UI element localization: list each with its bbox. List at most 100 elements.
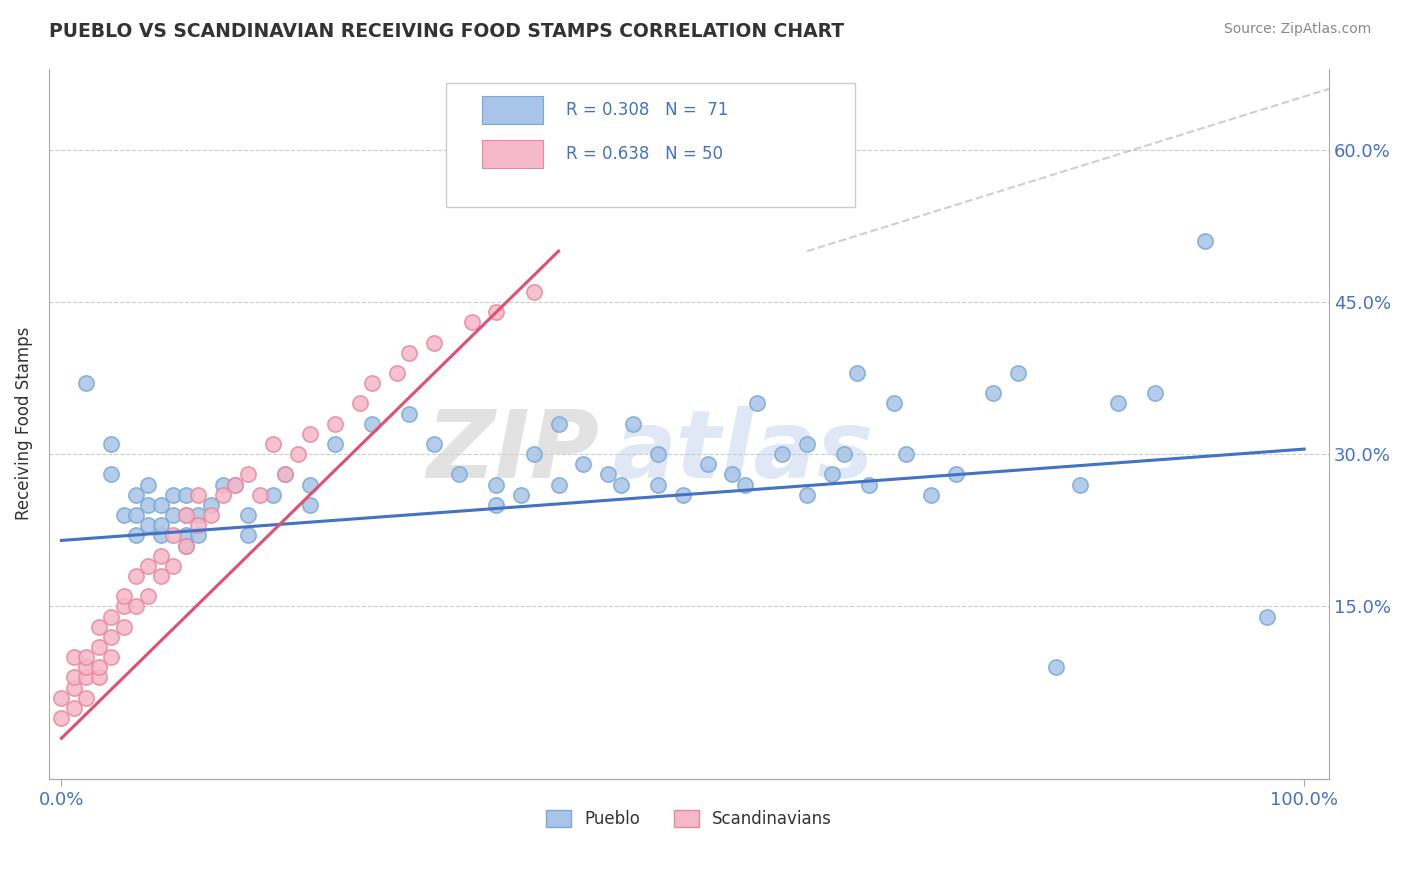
Point (460, 315, 482, 329)
Point (821, 467, 844, 482)
Point (149, 569, 172, 583)
Point (1007, 366, 1029, 380)
Point (361, 417, 384, 431)
FancyBboxPatch shape (482, 139, 543, 168)
Text: R = 0.308   N =  71: R = 0.308 N = 71 (567, 101, 728, 119)
Point (262, 488, 284, 502)
Point (174, 528, 197, 542)
Point (1045, 660, 1067, 674)
Point (138, 558, 160, 573)
Point (100, 467, 122, 482)
Point (298, 426, 321, 441)
Point (112, 599, 135, 614)
Point (63, 670, 86, 684)
Legend: Pueblo, Scandinavians: Pueblo, Scandinavians (540, 803, 838, 835)
Point (138, 518, 160, 533)
Point (858, 477, 880, 491)
Point (138, 498, 160, 512)
Point (485, 305, 508, 319)
Point (249, 488, 271, 502)
Point (162, 528, 184, 542)
Point (112, 589, 135, 603)
Point (523, 285, 546, 299)
Point (87, 660, 110, 674)
Point (236, 508, 259, 522)
Point (796, 437, 818, 451)
Point (200, 508, 222, 522)
Point (298, 477, 321, 491)
Point (212, 488, 235, 502)
Point (149, 528, 172, 542)
Point (1069, 477, 1091, 491)
Point (224, 477, 246, 491)
Point (920, 488, 942, 502)
Point (100, 630, 122, 644)
Point (174, 539, 197, 553)
Point (162, 488, 184, 502)
Point (945, 467, 967, 482)
Point (187, 488, 209, 502)
Point (162, 508, 184, 522)
Point (75, 690, 97, 705)
Text: R = 0.638   N = 50: R = 0.638 N = 50 (567, 145, 723, 162)
Point (621, 417, 644, 431)
Point (796, 488, 818, 502)
Point (510, 488, 533, 502)
Point (696, 458, 718, 472)
Point (274, 467, 297, 482)
Point (485, 477, 508, 491)
Point (423, 335, 446, 350)
Point (100, 609, 122, 624)
Point (51, 690, 73, 705)
Point (112, 620, 135, 634)
Point (149, 518, 172, 533)
Point (572, 458, 595, 472)
Point (449, 467, 471, 482)
Point (1194, 234, 1216, 248)
Point (87, 670, 110, 684)
Point (423, 437, 446, 451)
Text: PUEBLO VS SCANDINAVIAN RECEIVING FOOD STAMPS CORRELATION CHART: PUEBLO VS SCANDINAVIAN RECEIVING FOOD ST… (49, 22, 845, 41)
Point (149, 498, 172, 512)
Point (845, 366, 868, 380)
Point (1256, 609, 1278, 624)
Point (647, 447, 669, 461)
Point (598, 467, 620, 482)
Point (125, 528, 148, 542)
Point (100, 650, 122, 665)
Point (523, 447, 546, 461)
Point (125, 569, 148, 583)
Y-axis label: Receiving Food Stamps: Receiving Food Stamps (15, 327, 32, 520)
Point (100, 437, 122, 451)
Point (200, 498, 222, 512)
Point (75, 650, 97, 665)
Point (398, 407, 420, 421)
Point (236, 467, 259, 482)
Text: Source: ZipAtlas.com: Source: ZipAtlas.com (1223, 22, 1371, 37)
Point (125, 599, 148, 614)
Point (485, 498, 508, 512)
Point (51, 711, 73, 725)
Point (187, 518, 209, 533)
Point (187, 528, 209, 542)
Point (125, 508, 148, 522)
Point (162, 558, 184, 573)
Point (87, 620, 110, 634)
Point (983, 386, 1005, 401)
Text: atlas: atlas (612, 406, 873, 498)
Point (323, 437, 346, 451)
Point (1143, 386, 1166, 401)
Point (770, 447, 793, 461)
Point (138, 589, 160, 603)
Point (274, 467, 297, 482)
Point (287, 447, 309, 461)
Point (75, 376, 97, 391)
Point (187, 508, 209, 522)
FancyBboxPatch shape (446, 83, 855, 207)
Point (63, 701, 86, 715)
Point (174, 539, 197, 553)
Point (385, 366, 408, 380)
Point (349, 396, 371, 410)
Point (262, 437, 284, 451)
Point (747, 396, 769, 410)
